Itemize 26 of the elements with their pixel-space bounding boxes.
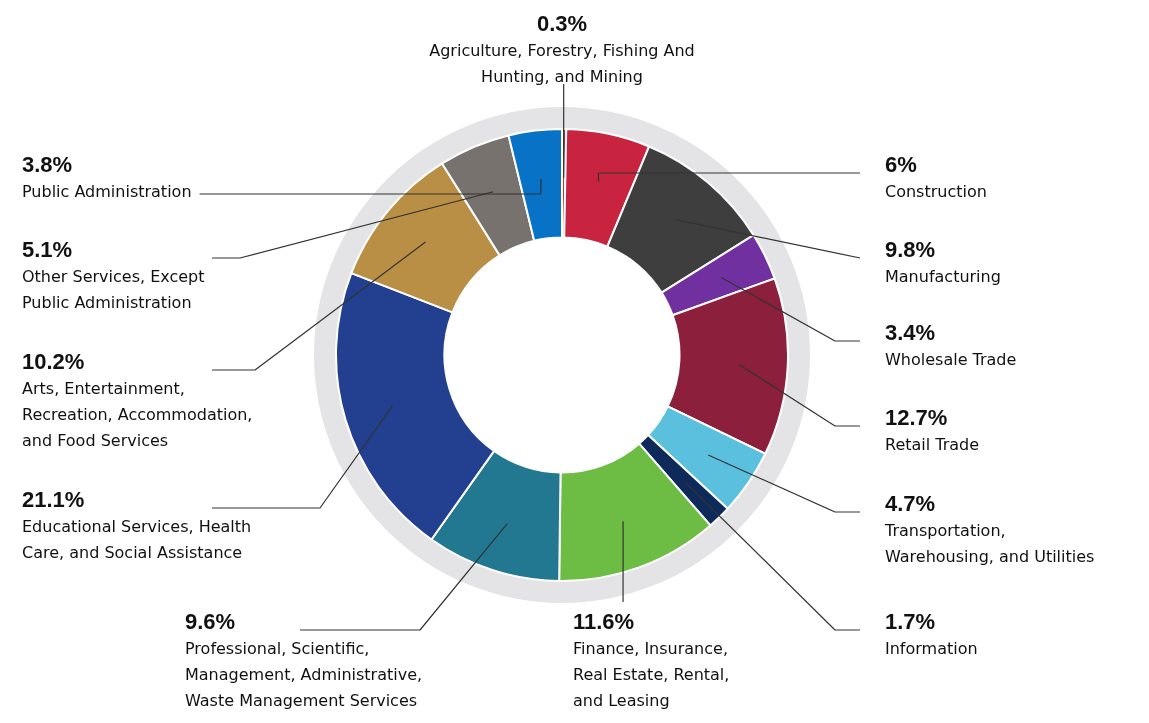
data-label: 4.7% — [885, 491, 936, 517]
slice-label: Finance, Insurance, Real Estate, Rental, and Leasing — [573, 639, 730, 711]
slice-label: Public Administration — [22, 182, 192, 202]
data-label: 12.7% — [885, 405, 948, 431]
data-label: 0.3% — [536, 11, 588, 37]
slice-label: Wholesale Trade — [885, 350, 1017, 370]
slice-label: Professional, Scientific, Management, Administrative, Waste Management Services — [185, 639, 423, 711]
slice-label: Retail Trade — [885, 435, 980, 455]
slice-label: Educational Services, Health Care, and Social Assistance — [22, 517, 252, 563]
slice-label: Information — [885, 639, 978, 659]
data-label: 10.2% — [22, 349, 85, 375]
data-label: 11.6% — [573, 609, 635, 635]
data-label: 21.1% — [22, 487, 85, 513]
slice-label: Other Services, Except Public Administration — [22, 267, 205, 313]
data-label: 3.8% — [22, 152, 73, 178]
slice-label: Agriculture, Forestry, Fishing And Hunting, and Mining — [429, 41, 695, 87]
data-label: 3.4% — [885, 320, 936, 346]
data-label: 5.1% — [22, 237, 73, 263]
slice-label: Arts, Entertainment, Recreation, Accommodation, and Food Services — [22, 379, 253, 451]
data-label: 6% — [885, 152, 917, 178]
data-label: 9.8% — [885, 237, 936, 263]
data-label: 1.7% — [885, 609, 936, 635]
data-label: 9.6% — [185, 609, 236, 635]
slice-label: Transportation, Warehousing, and Utilities — [884, 521, 1095, 567]
slice-label: Manufacturing — [885, 267, 1001, 287]
slice-label: Construction — [885, 182, 987, 202]
